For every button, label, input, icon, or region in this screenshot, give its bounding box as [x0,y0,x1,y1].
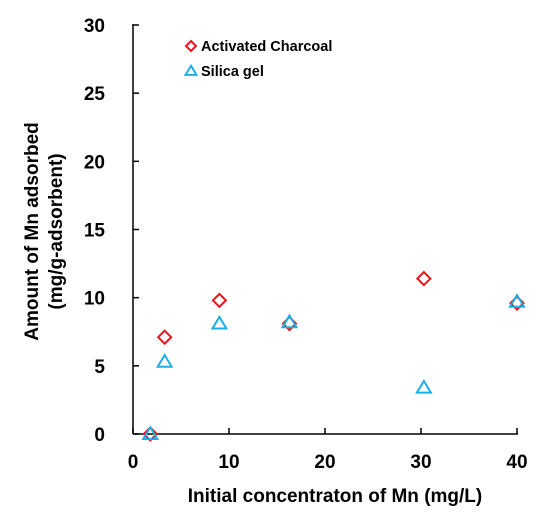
series-silica-gel [141,293,526,440]
x-tick-label: 30 [410,452,431,473]
triangle-marker [183,63,199,76]
data-point [415,379,433,394]
y-tick-label: 30 [84,16,105,37]
y-tick-label: 0 [94,425,105,446]
x-tick-label: 20 [314,452,335,473]
y-axis-ticks: 0 5 10 15 20 25 30 [84,16,139,446]
data-point [415,270,432,287]
legend-triangle-marker [183,63,199,76]
data-point [280,313,299,329]
data-point [211,292,228,309]
y-tick-label: 20 [84,152,105,173]
legend-label-activated-charcoal: Activated Charcoal [201,39,332,55]
data-point [141,425,160,440]
y-axis-title-line-1: Amount of Mn adsorbed [22,122,43,340]
y-axis-title: Amount of Mn adsorbed (mg/g-adsorbent) [22,122,67,340]
data-points [141,270,526,442]
legend-label-silica-gel: Silica gel [201,64,264,80]
y-tick-label: 15 [84,221,106,242]
legend-diamond-marker [184,39,198,53]
data-point [156,329,173,346]
data-point [142,426,159,442]
x-axis-ticks: 0 10 20 30 40 [128,428,528,473]
y-tick-label: 5 [94,357,105,378]
data-point [155,353,174,368]
y-tick-label: 10 [84,289,105,310]
data-point [508,293,526,308]
x-tick-label: 40 [506,452,527,473]
legend-item-silica-gel: Silica gel [183,63,264,80]
y-tick-label: 25 [84,84,106,105]
data-point [210,314,229,330]
x-axis-title: Initial concentraton of Mn (mg/L) [188,486,482,507]
diamond-marker [184,39,198,53]
legend: Activated Charcoal Silica gel [183,39,332,80]
legend-item-activated-charcoal: Activated Charcoal [184,39,332,55]
x-tick-label: 0 [128,452,139,473]
x-tick-label: 10 [218,452,239,473]
y-axis-title-line-2: (mg/g-adsorbent) [46,153,67,309]
